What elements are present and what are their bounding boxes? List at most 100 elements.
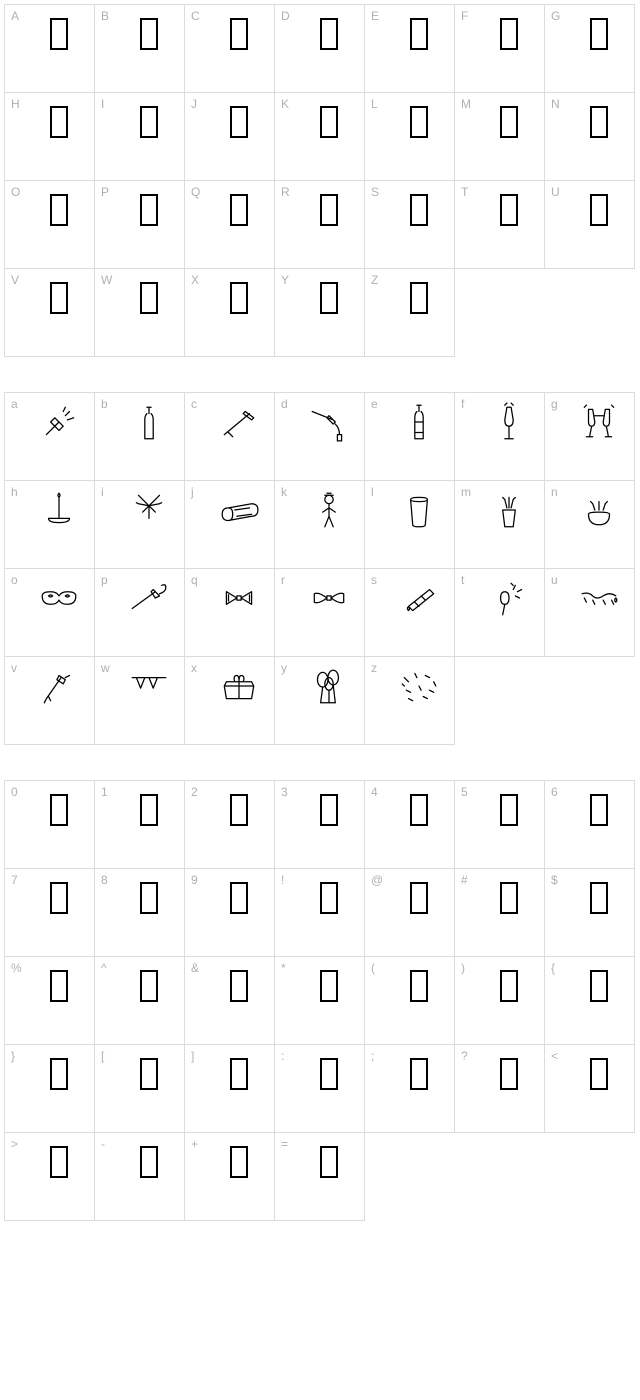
missing-box-icon bbox=[230, 106, 248, 138]
cup-icon bbox=[389, 487, 449, 533]
glyph-cell: * bbox=[274, 956, 365, 1045]
glyph-cell: 7 bbox=[4, 868, 95, 957]
missing-box-icon bbox=[500, 970, 518, 1002]
gift-icon bbox=[209, 663, 269, 709]
glyph-cell: < bbox=[544, 1044, 635, 1133]
glyph-cell: i bbox=[94, 480, 185, 569]
glyph-label: b bbox=[101, 397, 108, 411]
glyph-cell: o bbox=[4, 568, 95, 657]
missing-box-icon bbox=[230, 1058, 248, 1090]
missing-glyph-icon bbox=[389, 99, 449, 145]
glyph-label: ] bbox=[191, 1049, 194, 1063]
missing-glyph-icon bbox=[29, 1139, 89, 1185]
glyph-label: * bbox=[281, 961, 286, 975]
glyph-label: $ bbox=[551, 873, 558, 887]
missing-glyph-icon bbox=[479, 963, 539, 1009]
log-icon bbox=[209, 487, 269, 533]
glyph-label: [ bbox=[101, 1049, 104, 1063]
glyph-label: : bbox=[281, 1049, 284, 1063]
glyph-cell: C bbox=[184, 4, 275, 93]
glyph-label: J bbox=[191, 97, 197, 111]
missing-glyph-icon bbox=[299, 963, 359, 1009]
toast-glasses-icon bbox=[569, 399, 629, 445]
glyph-label: w bbox=[101, 661, 110, 675]
missing-box-icon bbox=[50, 106, 68, 138]
missing-box-icon bbox=[320, 794, 338, 826]
missing-glyph-icon bbox=[29, 11, 89, 57]
missing-glyph-icon bbox=[209, 1139, 269, 1185]
glyph-label: p bbox=[101, 573, 108, 587]
missing-box-icon bbox=[500, 794, 518, 826]
glyph-label: } bbox=[11, 1049, 15, 1063]
glyph-label: ! bbox=[281, 873, 284, 887]
missing-glyph-icon bbox=[209, 275, 269, 321]
glyph-cell: b bbox=[94, 392, 185, 481]
glyph-cell: $ bbox=[544, 868, 635, 957]
glyph-label: & bbox=[191, 961, 199, 975]
glyph-label: Y bbox=[281, 273, 289, 287]
missing-glyph-icon bbox=[299, 11, 359, 57]
missing-glyph-icon bbox=[569, 99, 629, 145]
missing-glyph-icon bbox=[119, 787, 179, 833]
missing-glyph-icon bbox=[389, 787, 449, 833]
missing-box-icon bbox=[410, 194, 428, 226]
glyph-cell: T bbox=[454, 180, 545, 269]
missing-glyph-icon bbox=[209, 787, 269, 833]
missing-box-icon bbox=[230, 194, 248, 226]
missing-glyph-icon bbox=[209, 11, 269, 57]
missing-glyph-icon bbox=[299, 187, 359, 233]
missing-box-icon bbox=[320, 1146, 338, 1178]
glyph-label: 8 bbox=[101, 873, 108, 887]
glyph-cell: U bbox=[544, 180, 635, 269]
glyph-cell: r bbox=[274, 568, 365, 657]
glyph-label: T bbox=[461, 185, 468, 199]
glyph-label: ( bbox=[371, 961, 375, 975]
glyph-label: Z bbox=[371, 273, 378, 287]
champagne-glass-icon bbox=[479, 399, 539, 445]
missing-glyph-icon bbox=[569, 875, 629, 921]
missing-glyph-icon bbox=[299, 875, 359, 921]
glyph-label: v bbox=[11, 661, 17, 675]
missing-box-icon bbox=[50, 194, 68, 226]
pennants-icon bbox=[119, 663, 179, 709]
glyph-cell: h bbox=[4, 480, 95, 569]
glyph-label: k bbox=[281, 485, 287, 499]
glyph-cell: 9 bbox=[184, 868, 275, 957]
missing-box-icon bbox=[50, 1058, 68, 1090]
glyph-cell: H bbox=[4, 92, 95, 181]
glyph-cell: > bbox=[4, 1132, 95, 1221]
glyph-cell: W bbox=[94, 268, 185, 357]
missing-box-icon bbox=[140, 1058, 158, 1090]
missing-box-icon bbox=[230, 18, 248, 50]
glyph-label: I bbox=[101, 97, 104, 111]
glyph-cell: ? bbox=[454, 1044, 545, 1133]
glyph-cell: V bbox=[4, 268, 95, 357]
noisemaker-icon bbox=[29, 663, 89, 709]
missing-box-icon bbox=[230, 970, 248, 1002]
glyph-cell: = bbox=[274, 1132, 365, 1221]
missing-box-icon bbox=[50, 282, 68, 314]
missing-glyph-icon bbox=[119, 187, 179, 233]
glyph-label: 3 bbox=[281, 785, 288, 799]
missing-glyph-icon bbox=[479, 787, 539, 833]
glyph-label: H bbox=[11, 97, 20, 111]
missing-box-icon bbox=[410, 282, 428, 314]
glyph-cell: j bbox=[184, 480, 275, 569]
glyph-label: F bbox=[461, 9, 468, 23]
missing-glyph-icon bbox=[569, 1051, 629, 1097]
glyph-cell: m bbox=[454, 480, 545, 569]
glyph-label: E bbox=[371, 9, 379, 23]
glyph-section-lowercase: abcdefghijklmnopqrstuvwxyz bbox=[4, 392, 636, 744]
glyph-label: h bbox=[11, 485, 18, 499]
missing-box-icon bbox=[140, 282, 158, 314]
person-icon bbox=[299, 487, 359, 533]
glyph-label: D bbox=[281, 9, 290, 23]
missing-glyph-icon bbox=[29, 99, 89, 145]
glyph-cell: ^ bbox=[94, 956, 185, 1045]
missing-glyph-icon bbox=[569, 787, 629, 833]
missing-box-icon bbox=[50, 794, 68, 826]
glyph-cell: D bbox=[274, 4, 365, 93]
missing-glyph-icon bbox=[299, 1051, 359, 1097]
glyph-label: G bbox=[551, 9, 560, 23]
missing-box-icon bbox=[590, 18, 608, 50]
